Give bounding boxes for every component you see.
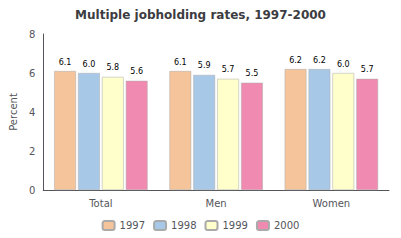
svg-text:5.7: 5.7: [361, 65, 374, 74]
svg-text:6.1: 6.1: [59, 58, 72, 67]
svg-text:5.6: 5.6: [130, 67, 143, 76]
svg-text:5.7: 5.7: [222, 65, 235, 74]
svg-text:6: 6: [29, 68, 35, 79]
svg-text:1998: 1998: [171, 220, 196, 231]
svg-text:1997: 1997: [120, 220, 145, 231]
svg-text:6.0: 6.0: [337, 60, 350, 69]
svg-text:Total: Total: [88, 198, 112, 209]
svg-text:6.2: 6.2: [289, 56, 302, 65]
svg-text:4: 4: [29, 107, 35, 118]
svg-text:5.5: 5.5: [246, 69, 259, 78]
svg-text:2000: 2000: [274, 220, 299, 231]
svg-text:1999: 1999: [223, 220, 248, 231]
svg-text:6.2: 6.2: [313, 56, 326, 65]
svg-text:6.0: 6.0: [83, 60, 96, 69]
svg-text:5.8: 5.8: [106, 63, 119, 72]
svg-text:8: 8: [29, 29, 35, 40]
svg-text:6.1: 6.1: [174, 58, 187, 67]
svg-text:Percent: Percent: [8, 93, 19, 131]
svg-text:Women: Women: [313, 198, 351, 209]
svg-text:0: 0: [29, 185, 35, 196]
svg-text:Men: Men: [206, 198, 227, 209]
svg-text:5.9: 5.9: [198, 61, 211, 70]
svg-text:2: 2: [29, 146, 35, 157]
svg-text:Multiple jobholding rates, 199: Multiple jobholding rates, 1997-2000: [75, 8, 326, 22]
